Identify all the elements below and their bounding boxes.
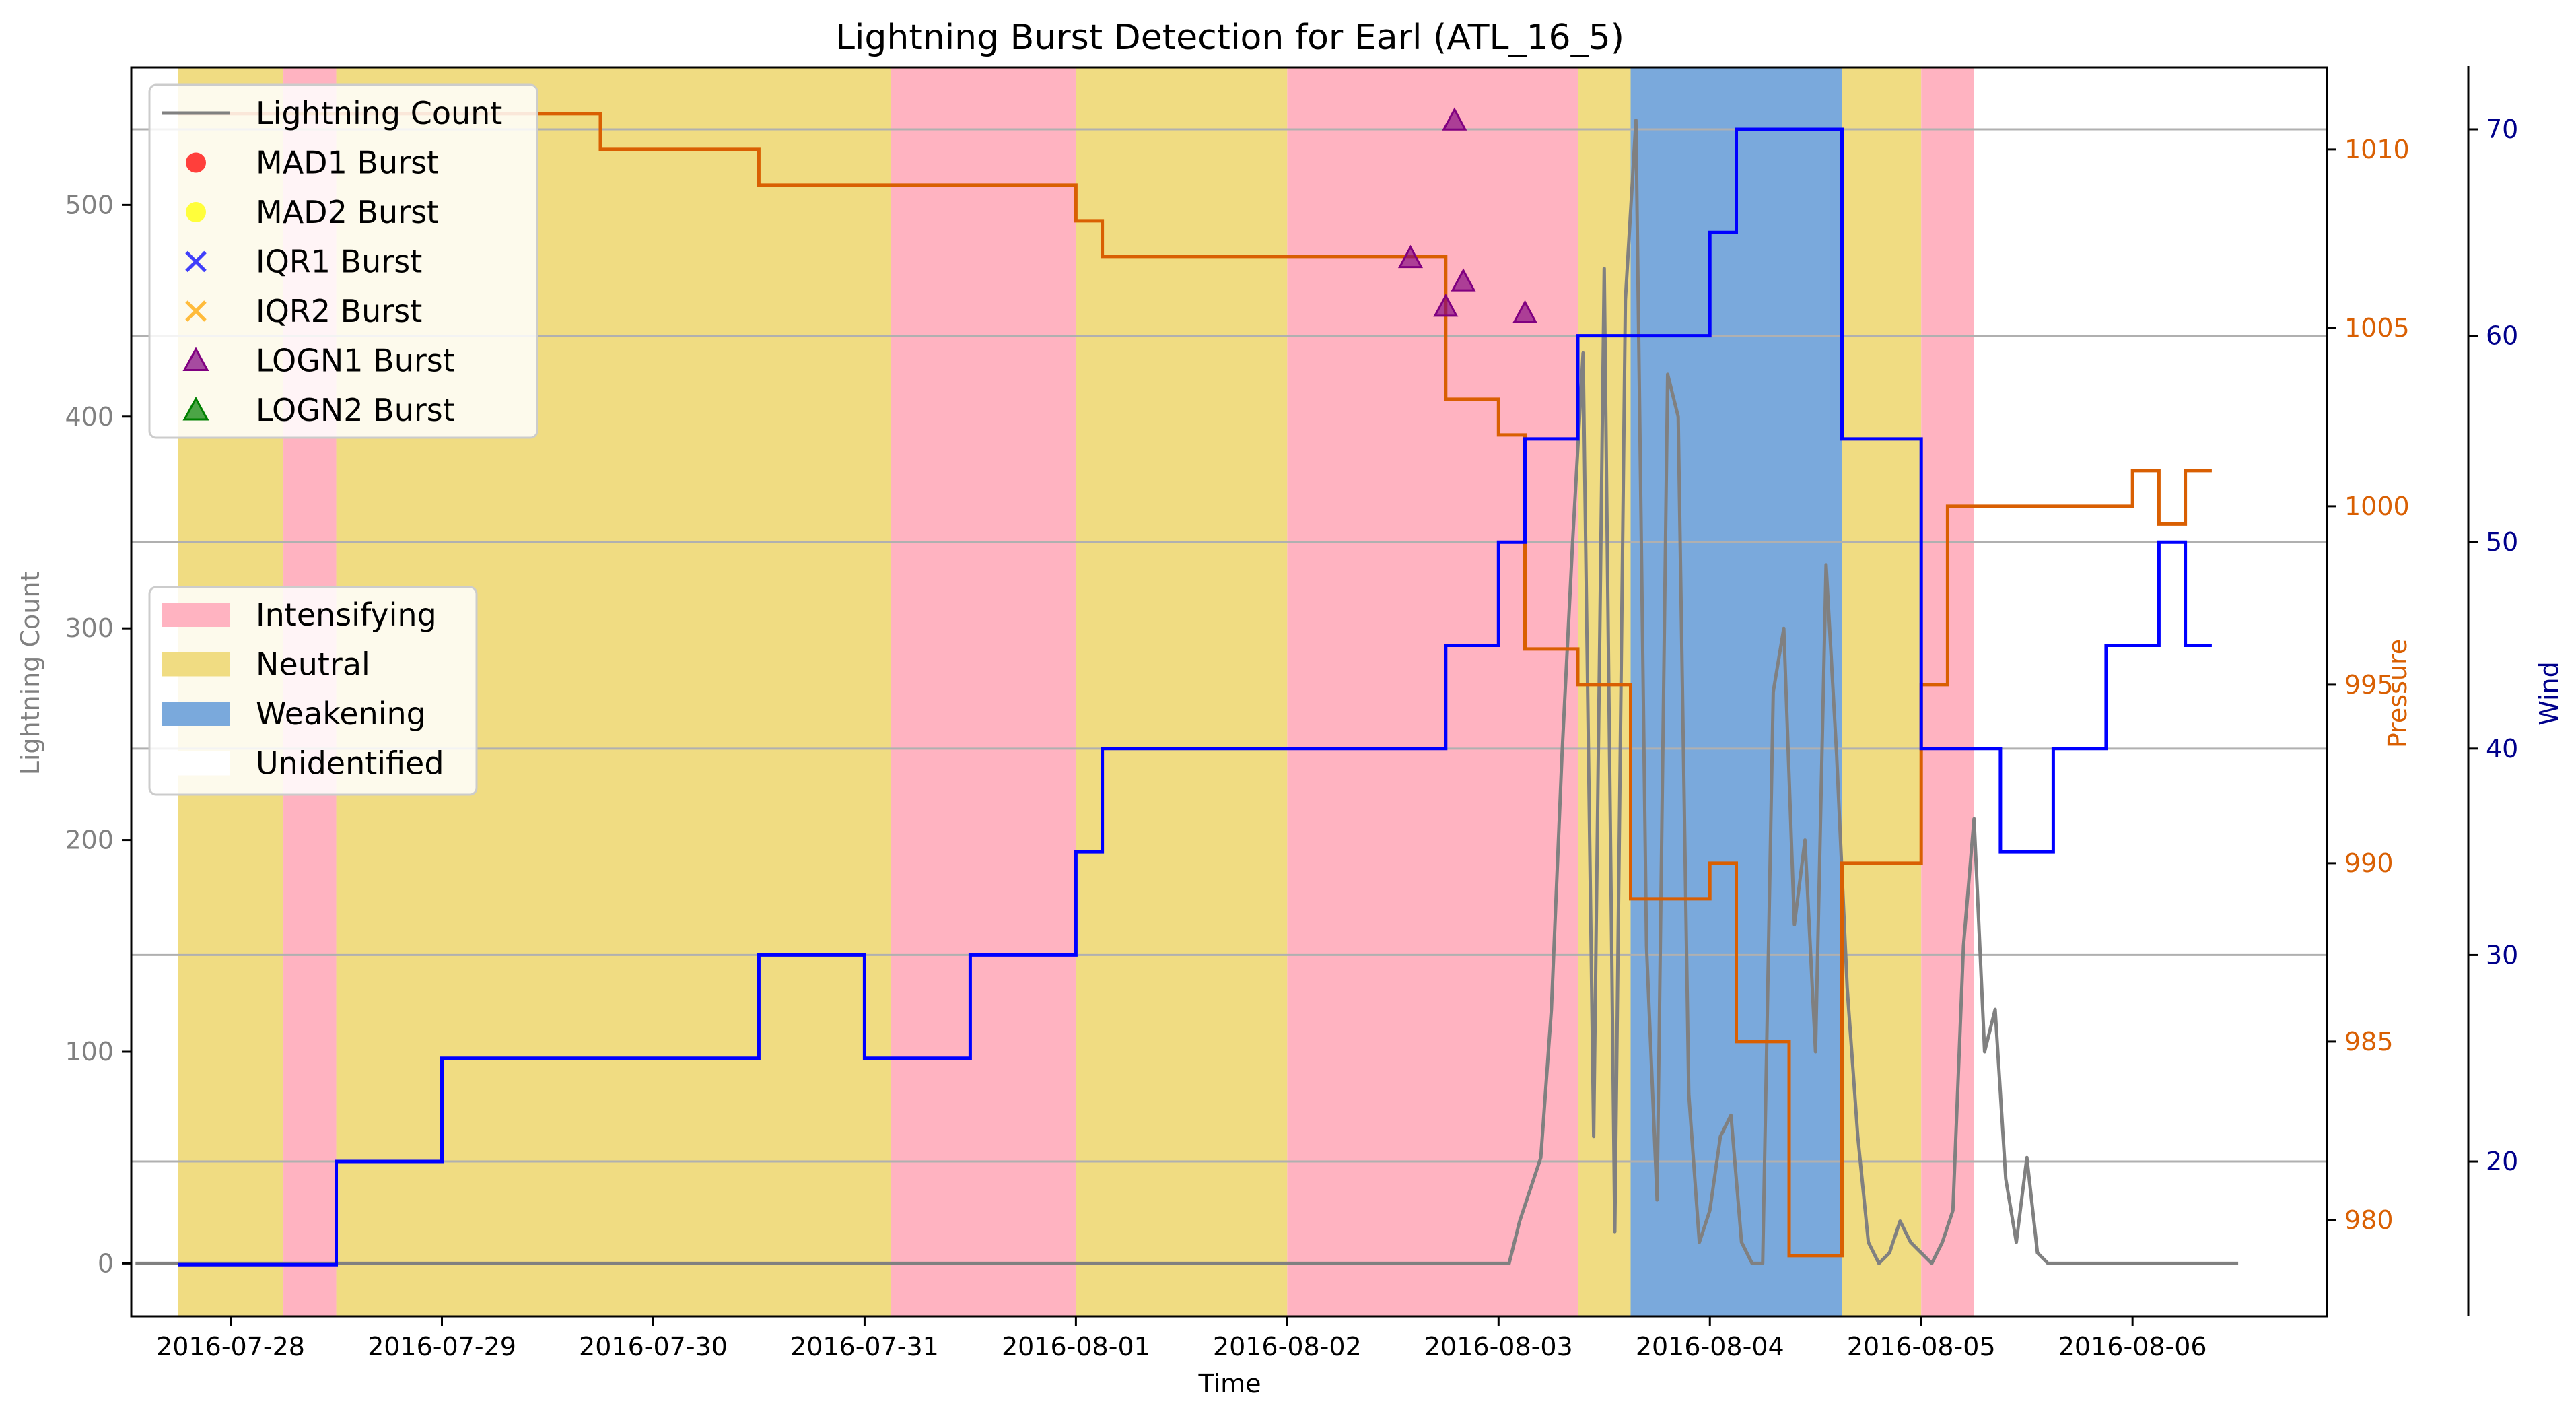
- wind-tick-label: 20: [2486, 1147, 2518, 1176]
- phase-legend-label: Weakening: [256, 696, 426, 732]
- phase-legend-label: Intensifying: [256, 597, 437, 633]
- legend-label: IQR2 Burst: [256, 293, 422, 329]
- chart-title: Lightning Burst Detection for Earl (ATL_…: [835, 18, 1624, 58]
- phase-legend-box: [148, 586, 478, 796]
- x-tick-label: 2016-07-30: [579, 1332, 728, 1361]
- x-tick-label: 2016-08-01: [1002, 1332, 1150, 1361]
- y-tick-label: 200: [65, 825, 114, 855]
- wind-tick-label: 30: [2486, 940, 2518, 970]
- phase-legend-label: Unidentified: [256, 745, 444, 782]
- y-axis-label: Lightning Count: [15, 572, 45, 776]
- wind-tick-label: 70: [2486, 114, 2518, 144]
- phase-band-intensifying: [891, 67, 1076, 1316]
- legend-label: LOGN1 Burst: [256, 343, 455, 379]
- pressure-tick-label: 995: [2344, 670, 2394, 700]
- wind-axis-ticks: 20 30 40 50 60 70: [2468, 114, 2518, 1176]
- y-axis-ticks: 0 100 200 300 400 500: [65, 190, 131, 1278]
- x-axis-ticks: 2016-07-28 2016-07-29 2016-07-30 2016-07-31…: [156, 1316, 2207, 1361]
- legend-triangle-swatch: [182, 396, 209, 421]
- y-tick-label: 400: [65, 402, 114, 432]
- pressure-tick-label: 1000: [2344, 492, 2410, 521]
- pressure-tick-label: 980: [2344, 1205, 2394, 1235]
- pressure-line: [178, 112, 2212, 1258]
- legend-label: MAD1 Burst: [256, 145, 439, 181]
- phase-legend-swatch: [162, 702, 230, 726]
- logn1-burst-marker: [1397, 244, 1423, 269]
- x-tick-label: 2016-08-02: [1213, 1332, 1362, 1361]
- x-tick-label: 2016-07-31: [790, 1332, 939, 1361]
- x-tick-label: 2016-08-05: [1847, 1332, 1996, 1361]
- y-tick-label: 0: [98, 1248, 114, 1278]
- x-tick-label: 2016-08-03: [1424, 1332, 1573, 1361]
- legend-label: Lightning Count: [256, 95, 502, 131]
- x-axis-label: Time: [1198, 1369, 1261, 1398]
- phase-legend-label: Neutral: [256, 646, 370, 683]
- wind-axis-label: Wind: [2534, 661, 2564, 726]
- axes: [130, 66, 2470, 1318]
- x-tick-label: 2016-08-04: [1636, 1332, 1784, 1361]
- logn1-burst-marker: [1433, 294, 1459, 317]
- phase-legend-swatch: [162, 751, 230, 776]
- wind-tick-label: 40: [2486, 734, 2518, 764]
- y-tick-label: 500: [65, 190, 114, 220]
- y-tick-label: 100: [65, 1037, 114, 1067]
- logn1-burst-marker: [1442, 107, 1467, 131]
- lightning-line: [135, 119, 2239, 1265]
- pressure-tick-label: 1010: [2344, 135, 2410, 164]
- legend-markers: Lightning Count MAD1 Burst MAD2 Burst IQR1 …: [148, 83, 538, 439]
- x-tick-label: 2016-08-06: [2058, 1332, 2207, 1361]
- wind-line: [178, 127, 2212, 1267]
- legend-x-swatch: [185, 300, 207, 322]
- wind-series: [178, 127, 2212, 1267]
- pressure-tick-label: 1005: [2344, 313, 2410, 343]
- phase-band-neutral: [1578, 67, 1631, 1316]
- phase-legend-swatch: [162, 652, 230, 677]
- legend-phases: Intensifying Neutral Weakening Unidentified: [148, 586, 478, 796]
- legend-x-swatch: [185, 250, 207, 273]
- phase-band-neutral: [1842, 67, 1922, 1316]
- wind-tick-label: 50: [2486, 527, 2518, 557]
- legend-triangle-swatch: [182, 347, 209, 371]
- phase-band-neutral: [1076, 67, 1288, 1316]
- logn1-burst-marker: [1512, 300, 1538, 323]
- legend-label: IQR1 Burst: [256, 244, 422, 280]
- plot-frame: [130, 66, 2328, 1318]
- burst-markers: [1397, 107, 1538, 323]
- legend-circle-swatch: [186, 202, 206, 222]
- wind-tick-label: 60: [2486, 321, 2518, 351]
- pressure-axis-label: Pressure: [2383, 639, 2412, 748]
- legend-label: MAD2 Burst: [256, 194, 439, 230]
- phase-band-weakening: [1630, 67, 1842, 1316]
- pressure-tick-label: 990: [2344, 848, 2394, 878]
- logn1-burst-marker: [1451, 268, 1476, 292]
- phase-band-intensifying: [1287, 67, 1578, 1316]
- lightning-series: [135, 119, 2239, 1265]
- x-tick-label: 2016-07-28: [156, 1332, 305, 1361]
- phase-band-intensifying: [1921, 67, 1974, 1316]
- legend-label: LOGN2 Burst: [256, 392, 455, 428]
- phase-legend-swatch: [162, 603, 230, 627]
- pressure-axis-ticks: 980 985 990 995 1000 1005 1010: [2327, 135, 2410, 1235]
- x-tick-label: 2016-07-29: [368, 1332, 516, 1361]
- y-tick-label: 300: [65, 613, 114, 643]
- legend-circle-swatch: [186, 152, 206, 173]
- legend-box: [148, 83, 538, 439]
- pressure-series: [178, 112, 2212, 1258]
- pressure-tick-label: 985: [2344, 1027, 2394, 1056]
